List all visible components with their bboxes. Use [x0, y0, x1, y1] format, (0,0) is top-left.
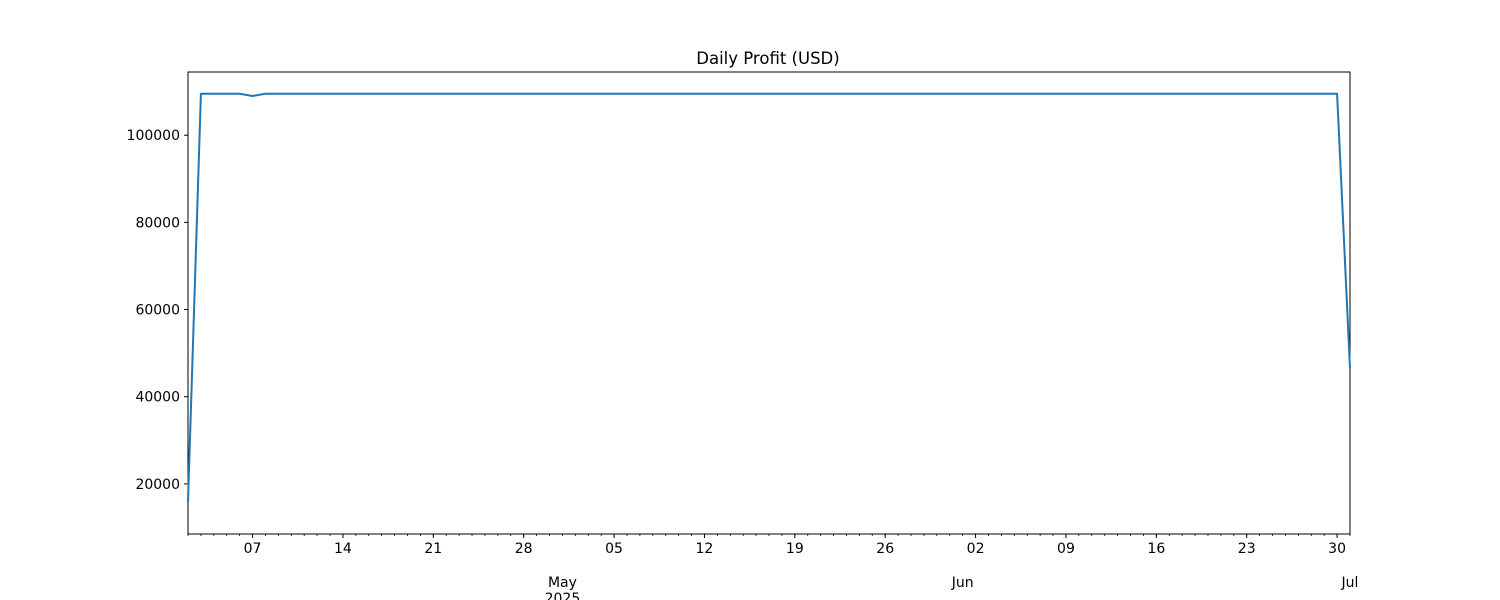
x-tick-label: 26	[876, 541, 894, 557]
y-tick-label: 40000	[135, 390, 180, 406]
y-tick-label: 80000	[135, 215, 180, 231]
line-layer	[187, 92, 1351, 502]
x-tick-label: 12	[696, 541, 714, 557]
y-tick-label: 20000	[135, 477, 180, 493]
x-month-label: May	[548, 575, 577, 591]
x-tick-label: 09	[1057, 541, 1075, 557]
x-tick-label: 16	[1147, 541, 1165, 557]
y-tick-label: 100000	[127, 128, 180, 144]
chart-title: Daily Profit (USD)	[696, 49, 839, 68]
x-tick-label: 14	[334, 541, 352, 557]
x-tick-label: 28	[515, 541, 533, 557]
x-tick-label: 02	[967, 541, 985, 557]
ticks-layer: 20000 40000 60000 80000 100000 07 14 21 28 05 12 19…	[127, 128, 1359, 600]
x-month-label: Jul	[1341, 575, 1359, 591]
plot-frame	[187, 71, 1351, 535]
y-tick-label: 60000	[135, 303, 180, 319]
x-tick-label: 21	[424, 541, 442, 557]
x-month-label: Jun	[951, 575, 974, 591]
x-tick-label: 05	[605, 541, 623, 557]
x-tick-label: 07	[244, 541, 262, 557]
x-year-label: 2025	[545, 591, 581, 600]
series-line	[187, 92, 1351, 502]
x-tick-label: 23	[1238, 541, 1256, 557]
x-tick-label: 19	[786, 541, 804, 557]
x-tick-label: 30	[1328, 541, 1346, 557]
